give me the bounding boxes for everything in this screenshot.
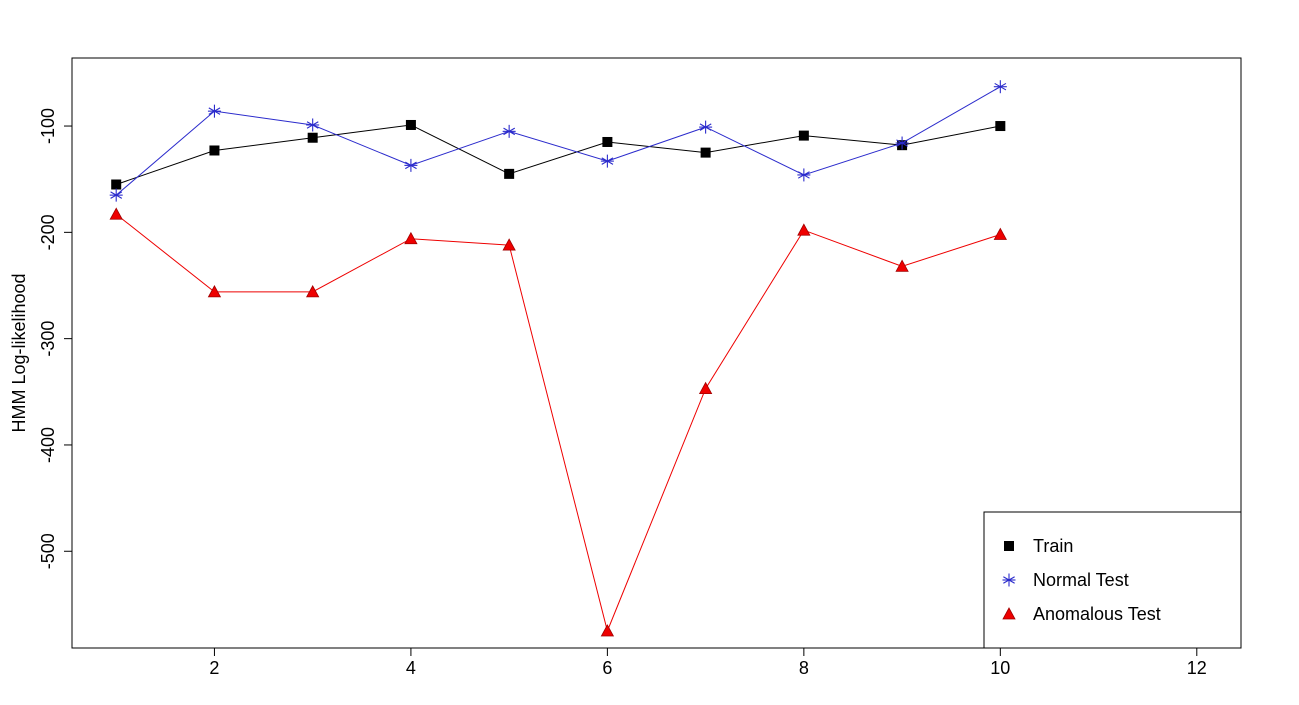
normal-test-point [502, 124, 516, 138]
legend-box [983, 511, 1242, 649]
normal-test-point [1002, 573, 1016, 587]
x-tick-label: 8 [799, 658, 809, 678]
anomalous-test-point [502, 238, 516, 251]
legend-label: Anomalous Test [1033, 604, 1161, 624]
y-tick-label: -300 [38, 321, 58, 357]
normal-test-point [797, 168, 811, 182]
legend-label: Train [1033, 536, 1073, 556]
anomalous-test-point [404, 231, 418, 245]
series-line-anomalous-test [115, 213, 1001, 633]
x-tick-label: 10 [990, 658, 1010, 678]
x-tick-label: 4 [406, 658, 416, 678]
anomalous-test-point [306, 285, 320, 298]
normal-test-point [306, 118, 320, 132]
normal-test-point [895, 136, 909, 150]
anomalous-test-point [895, 259, 909, 272]
x-tick-label: 2 [209, 658, 219, 678]
legend-item-normal-test: Normal Test [1002, 570, 1129, 590]
normal-test-point [207, 104, 221, 118]
anomalous-test-point [993, 227, 1007, 240]
y-axis-title: HMM Log-likelihood [9, 273, 29, 432]
x-tick-label: 12 [1187, 658, 1207, 678]
anomalous-test-point [109, 207, 123, 220]
train-point [405, 119, 416, 130]
train-point [209, 145, 220, 156]
anomalous-test-point [698, 381, 713, 395]
anomalous-test-point [207, 285, 222, 298]
train-point [798, 130, 809, 141]
legend-item-train: Train [1004, 536, 1073, 556]
y-tick-label: -400 [38, 427, 58, 463]
anomalous-test-point [600, 624, 615, 637]
train-point [1004, 541, 1014, 551]
legend-item-anomalous-test: Anomalous Test [1002, 604, 1161, 624]
series-line-normal-test [115, 86, 1001, 196]
train-point [995, 121, 1006, 132]
train-point [602, 136, 613, 147]
normal-test-point [600, 154, 614, 168]
train-point [700, 147, 711, 158]
normal-test-point [699, 120, 713, 134]
train-point [307, 132, 318, 143]
legend: Train Normal Test Anomalous Test [983, 511, 1242, 649]
x-axis: 2 4 6 8 10 12 [209, 647, 1207, 678]
train-point [504, 168, 515, 179]
train-point [111, 179, 122, 190]
y-tick-label: -500 [38, 533, 58, 569]
series-layer [109, 80, 1007, 637]
normal-test-point [109, 188, 123, 202]
series-normal-test [109, 80, 1007, 202]
legend-label: Normal Test [1033, 570, 1129, 590]
anomalous-test-point [797, 223, 811, 236]
anomalous-test-point [1002, 607, 1016, 620]
series-line-train [116, 124, 1001, 185]
normal-test-point [404, 158, 418, 172]
normal-test-point [993, 80, 1007, 94]
series-anomalous-test [109, 207, 1007, 637]
y-axis: -100 -200 -300 -400 -500 [38, 108, 73, 569]
y-tick-label: -100 [38, 108, 58, 144]
series-train [111, 119, 1006, 190]
x-tick-label: 6 [602, 658, 612, 678]
y-tick-label: -200 [38, 214, 58, 250]
